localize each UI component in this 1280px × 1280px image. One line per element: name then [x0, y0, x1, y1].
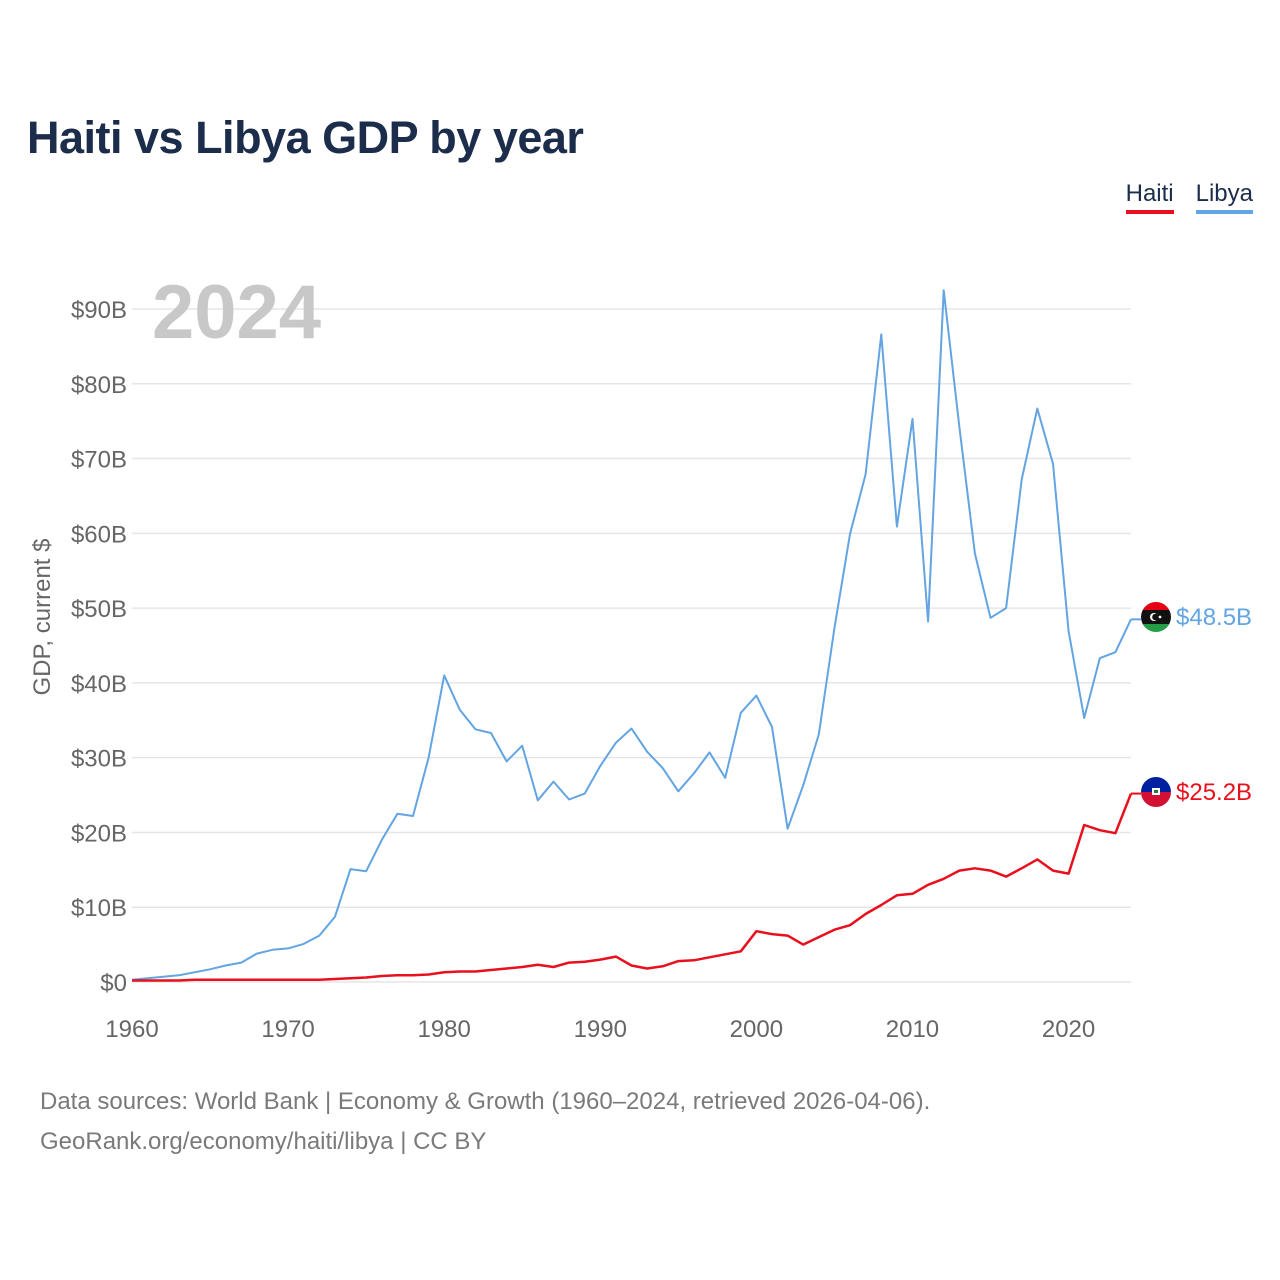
x-tick-label: 1970: [261, 1016, 314, 1043]
x-tick-label: 2010: [886, 1016, 939, 1043]
y-tick-label: $60B: [71, 521, 127, 548]
y-tick-label: $70B: [71, 447, 127, 474]
y-tick-label: $10B: [71, 895, 127, 922]
libya-end-label: $48.5B: [1176, 604, 1252, 631]
x-tick-label: 2000: [730, 1016, 783, 1043]
libya-flag-icon: [1141, 602, 1171, 632]
y-tick-label: $50B: [71, 596, 127, 623]
legend-item-haiti[interactable]: Haiti: [1125, 180, 1174, 214]
footer: Data sources: World Bank | Economy & Gro…: [40, 1082, 930, 1162]
x-tick-label: 2020: [1042, 1016, 1095, 1043]
legend: Haiti Libya: [1125, 180, 1253, 214]
gdp-line-chart: $0 $10B $20B $30B $40B $50B $60B $70B $80B $90B 1…: [29, 270, 1252, 1043]
series-line-libya: [131, 289, 1132, 981]
y-tick-label: $0: [100, 970, 127, 997]
x-tick-label: 1980: [417, 1016, 470, 1043]
source-url-text: GeoRank.org/economy/haiti/libya | CC BY: [40, 1128, 487, 1155]
y-tick-label: $30B: [71, 746, 127, 773]
x-tick-label: 1960: [105, 1016, 158, 1043]
y-tick-label: $40B: [71, 671, 127, 698]
haiti-end-label: $25.2B: [1176, 779, 1252, 806]
y-tick-label: $20B: [71, 820, 127, 847]
y-tick-label: $80B: [71, 372, 127, 399]
y-tick-label: $90B: [71, 297, 127, 324]
haiti-flag-icon: [1141, 777, 1171, 807]
data-sources-text: Data sources: World Bank | Economy & Gro…: [40, 1088, 931, 1115]
current-year-label: 2024: [152, 270, 321, 355]
x-tick-label: 1990: [574, 1016, 627, 1043]
legend-item-libya[interactable]: Libya: [1195, 180, 1253, 214]
y-axis-title: GDP, current $: [29, 539, 56, 696]
chart-title: Haiti vs Libya GDP by year: [27, 112, 584, 163]
series-line-haiti: [132, 793, 1133, 982]
